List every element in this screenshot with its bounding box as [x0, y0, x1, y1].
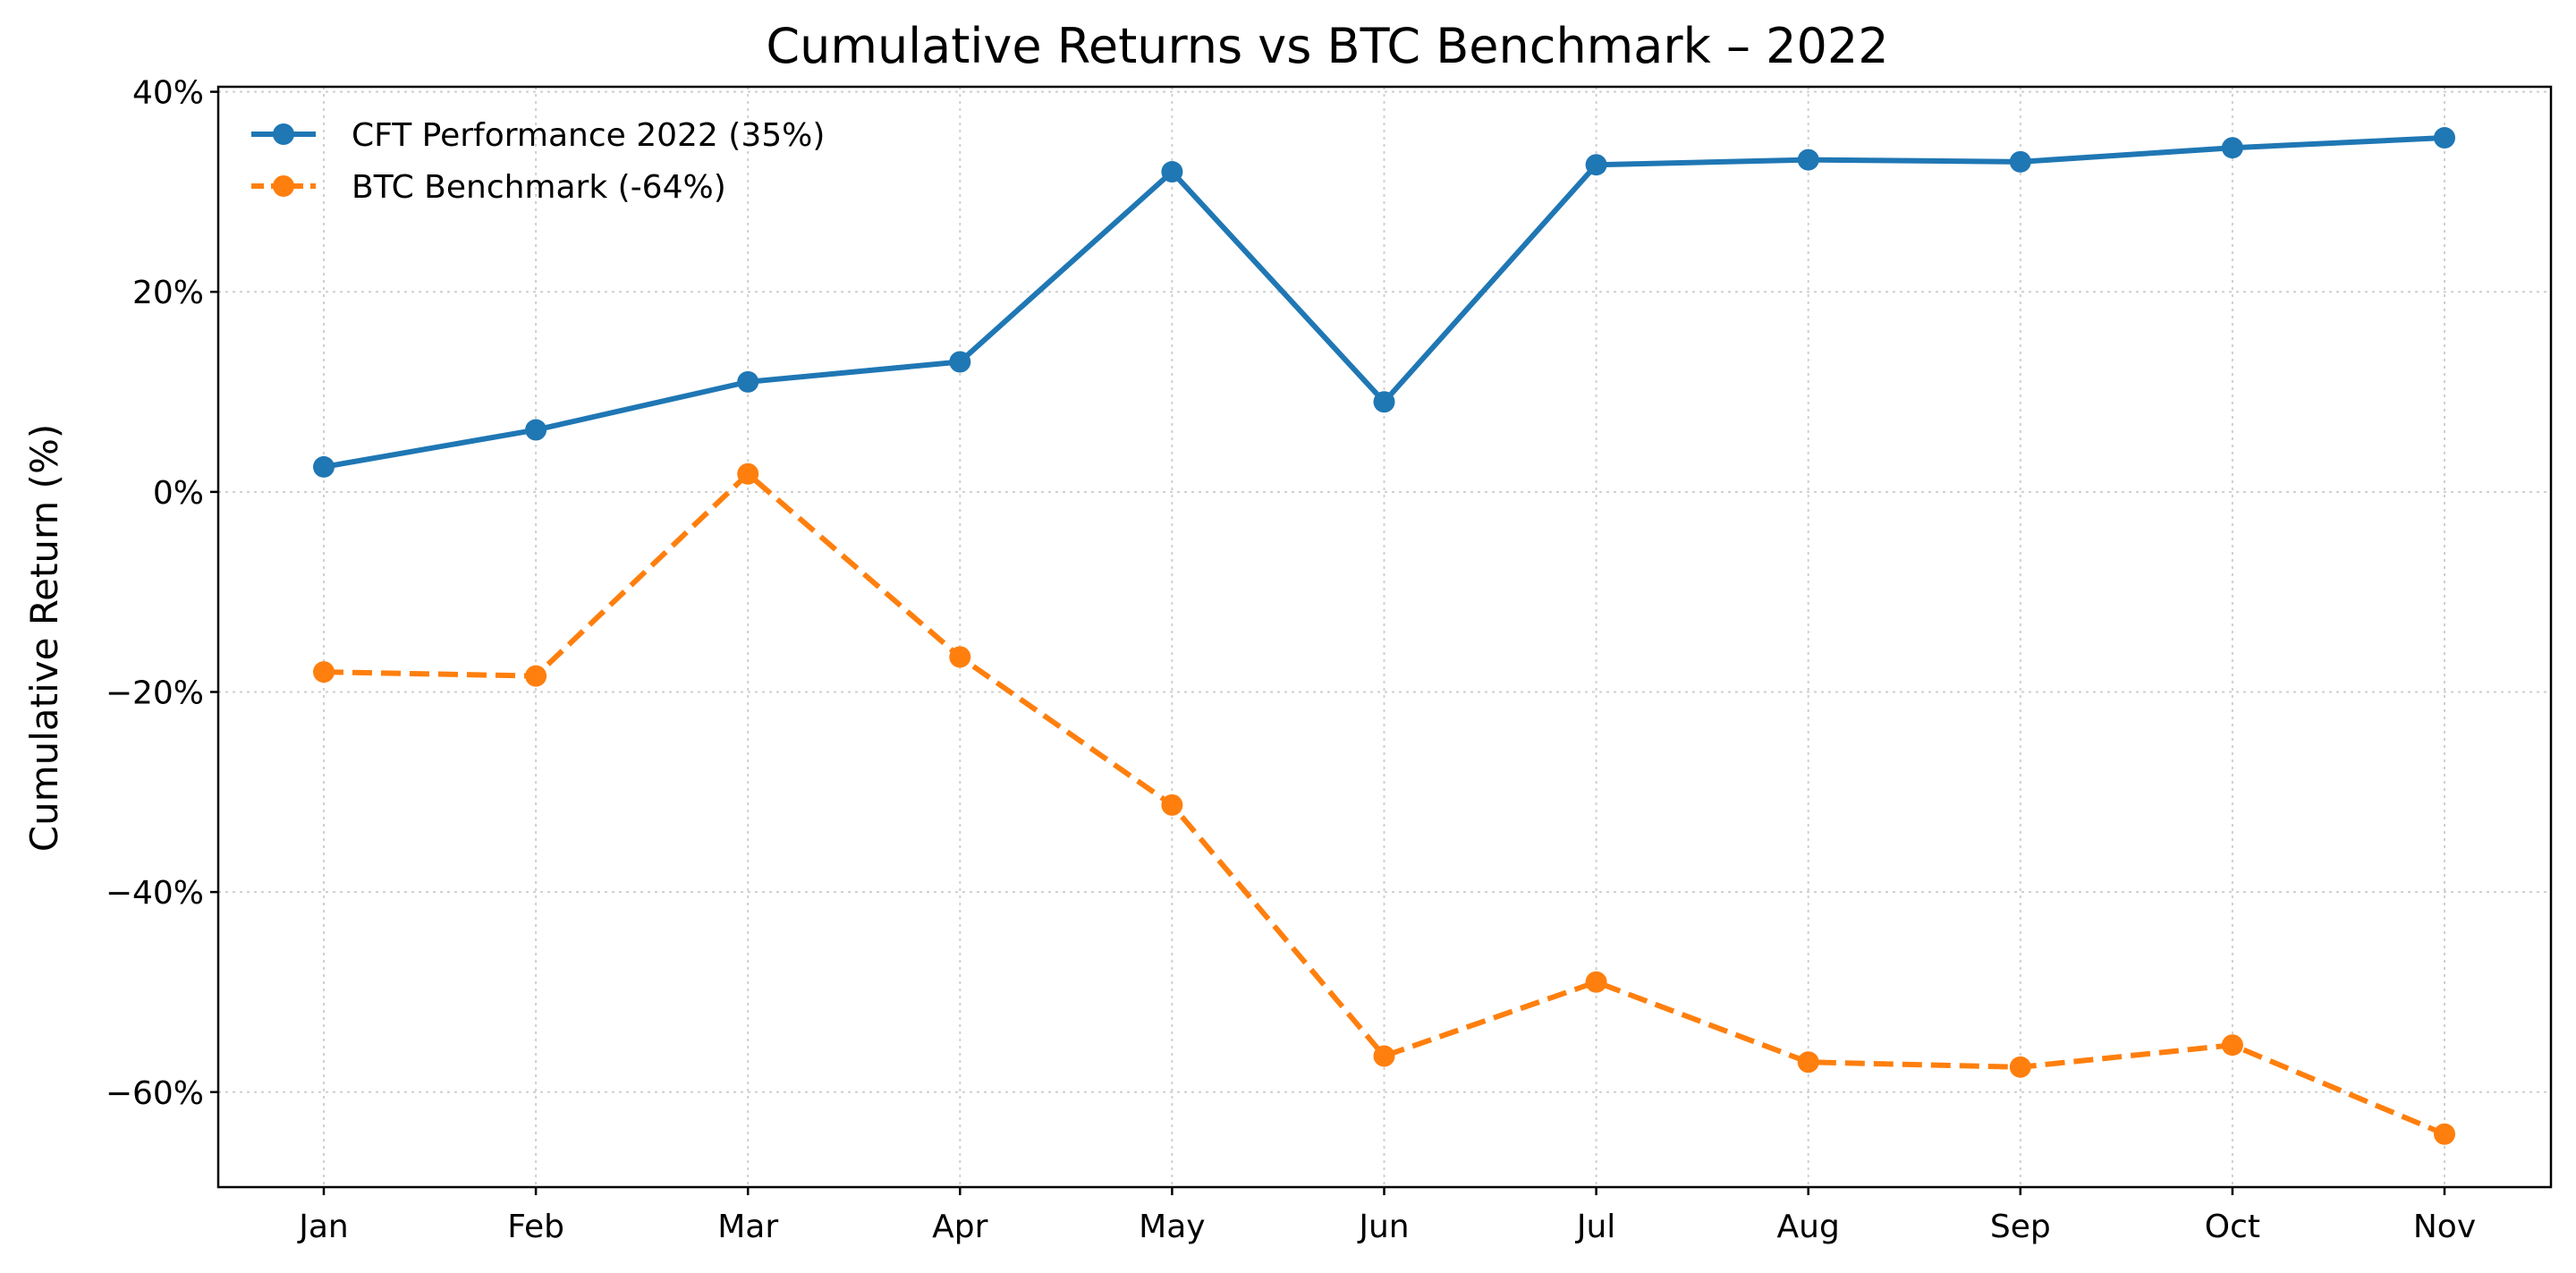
data-point [1161, 794, 1183, 816]
y-axis-label: Cumulative Return (%) [22, 424, 66, 852]
x-tick-label: Feb [507, 1209, 564, 1245]
data-point [1797, 149, 1819, 171]
data-point [1585, 154, 1607, 176]
series-2 [313, 463, 2455, 1145]
series-line [323, 471, 2446, 1137]
data-point [2434, 1123, 2455, 1145]
x-tick-label: Nov [2413, 1209, 2476, 1245]
data-point [949, 646, 971, 668]
legend-label: CFT Performance 2022 (35%) [352, 117, 825, 154]
x-tick-label: Oct [2205, 1209, 2260, 1245]
data-point [1373, 1045, 1395, 1067]
y-tick-label: −60% [106, 1075, 204, 1112]
data-point [2009, 150, 2031, 173]
data-point [1373, 391, 1395, 413]
data-point [737, 463, 759, 485]
y-tick-label: 40% [132, 75, 204, 112]
data-point [313, 661, 335, 683]
x-tick-label: Aug [1777, 1209, 1840, 1245]
data-point [1161, 161, 1183, 183]
series-layer [313, 127, 2455, 1145]
legend-label: BTC Benchmark (-64%) [352, 169, 726, 206]
tick-layer: Jan Feb Mar Apr May Jun Jul Aug Sep Oct Nov 40% 20% 0… [106, 75, 2476, 1245]
y-tick-label: −40% [106, 875, 204, 912]
data-point [1797, 1051, 1819, 1074]
chart-title: Cumulative Returns vs BTC Benchmark – 20… [766, 18, 1888, 74]
x-tick-label: May [1139, 1209, 1205, 1245]
x-tick-label: Sep [1990, 1209, 2051, 1245]
series-1 [313, 127, 2455, 478]
data-point [525, 419, 547, 441]
data-point [525, 665, 547, 687]
grid-layer [218, 87, 2551, 1187]
data-point [949, 351, 971, 373]
data-point [313, 455, 335, 478]
data-point [737, 370, 759, 393]
x-tick-label: Mar [717, 1209, 778, 1245]
legend-marker [273, 123, 294, 145]
data-point [1585, 971, 1607, 993]
y-tick-label: 0% [153, 475, 204, 512]
x-tick-label: Jan [297, 1209, 349, 1245]
data-point [2221, 137, 2243, 159]
data-point [2221, 1034, 2243, 1057]
y-tick-label: −20% [106, 675, 204, 712]
data-point [2434, 127, 2455, 149]
x-tick-label: Apr [932, 1209, 987, 1245]
x-tick-label: Jun [1357, 1209, 1409, 1245]
legend-marker [273, 175, 294, 197]
data-point [2009, 1056, 2031, 1078]
y-tick-label: 20% [132, 275, 204, 311]
legend: CFT Performance 2022 (35%) BTC Benchmark … [251, 117, 825, 206]
x-tick-label: Jul [1575, 1209, 1615, 1245]
